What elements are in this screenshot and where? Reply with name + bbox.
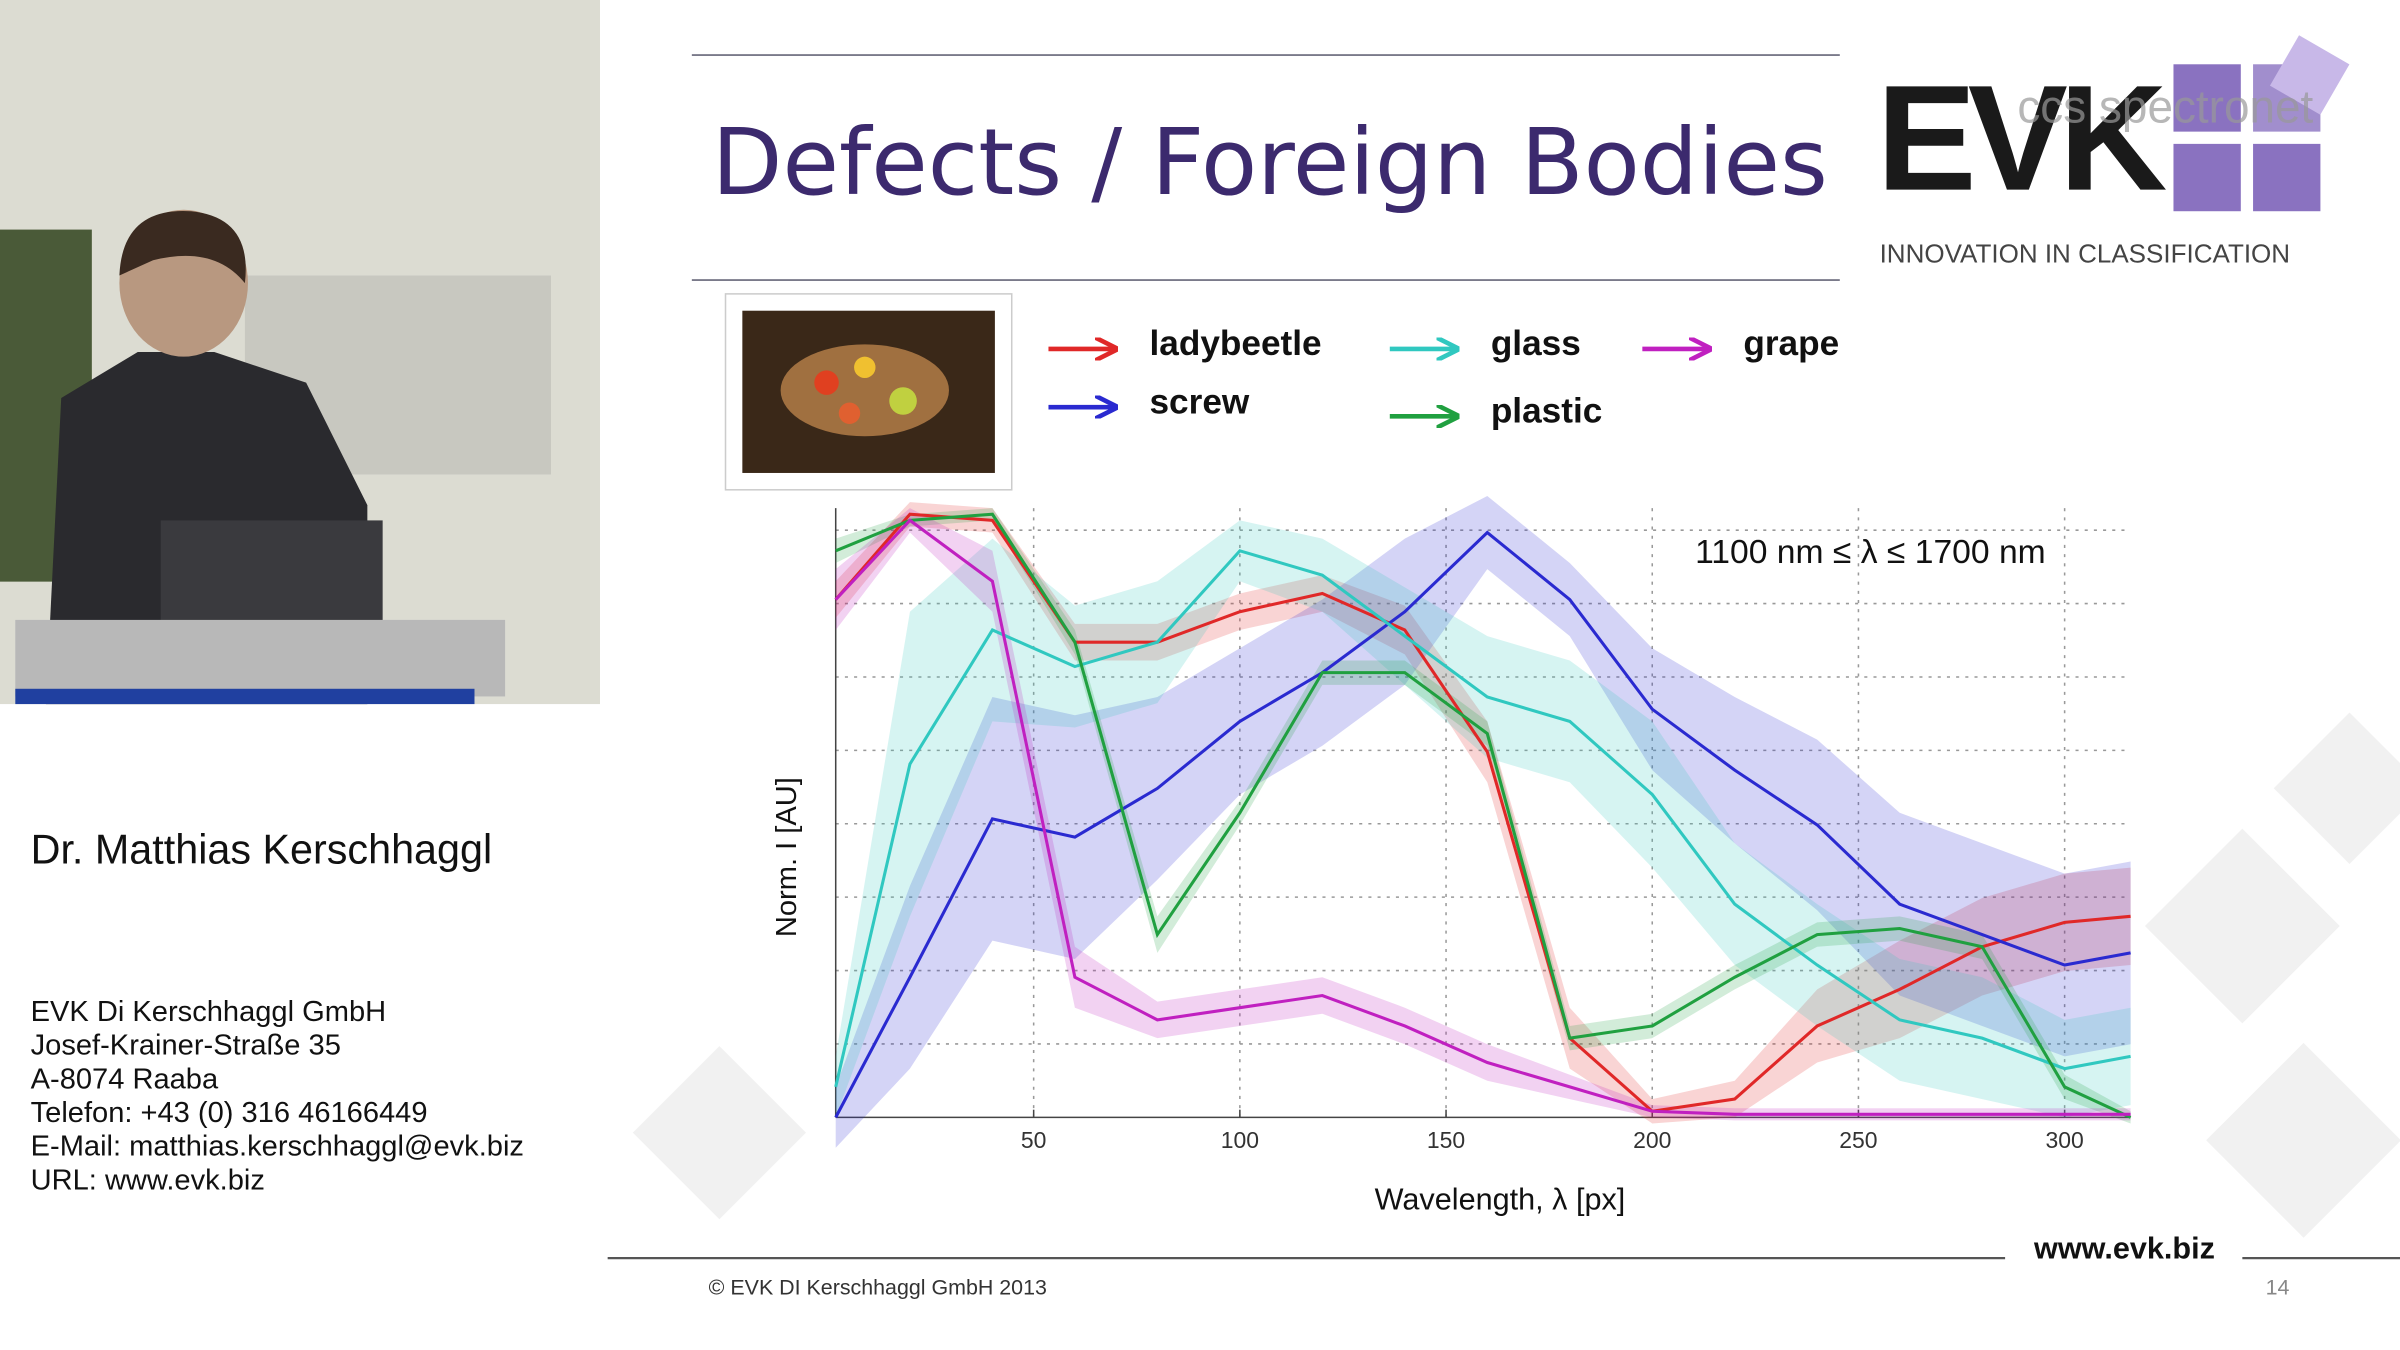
legend-label: grape: [1743, 324, 1839, 363]
y-axis-label: Norm. I [AU]: [771, 777, 803, 937]
legend-label: screw: [1149, 382, 1249, 421]
page-number: 14: [2266, 1275, 2290, 1299]
legend-label: plastic: [1491, 392, 1602, 431]
x-tick-label: 100: [1221, 1127, 1259, 1153]
x-tick-label: 200: [1633, 1127, 1671, 1153]
spread-band: [835, 502, 2131, 1124]
contact-line: EVK Di Kerschhaggl GmbH: [31, 996, 387, 1028]
x-tick-label: 250: [1839, 1127, 1877, 1153]
series-line: [834, 530, 2131, 1119]
legend-label: ladybeetle: [1149, 324, 1321, 363]
slide: Defects / Foreign Bodies EVK ccs spectro…: [607, 0, 2400, 1350]
logo-partner: ccs spectronet: [2017, 80, 2313, 132]
logo-tagline: INNOVATION IN CLASSIFICATION: [1880, 238, 2291, 268]
series-line: [834, 549, 2131, 1088]
contact-line: E-Mail: matthias.kerschhaggl@evk.biz: [31, 1131, 524, 1163]
x-tick-label: 50: [1021, 1127, 1047, 1153]
contact-line: URL: www.evk.biz: [31, 1164, 265, 1196]
x-tick-label: 150: [1427, 1127, 1465, 1153]
x-tick-label: 300: [2045, 1127, 2083, 1153]
contact-line: A-8074 Raaba: [31, 1063, 219, 1095]
contact-info: EVK Di Kerschhaggl GmbHJosef-Krainer-Str…: [31, 996, 524, 1196]
contact-line: Telefon: +43 (0) 316 46166449: [31, 1097, 428, 1129]
series-line: [834, 518, 2131, 1116]
contact-line: Josef-Krainer-Straße 35: [31, 1030, 341, 1062]
chart-annotation: 1100 nm ≤ λ ≤ 1700 nm: [1695, 534, 2046, 571]
spread-band: [835, 495, 2131, 1148]
x-axis-label: Wavelength, λ [px]: [1375, 1183, 1626, 1217]
background-pattern: [632, 712, 2400, 1238]
spread-band: [835, 508, 2131, 1121]
legend-label: glass: [1491, 324, 1581, 363]
speaker-name: Dr. Matthias Kerschhaggl: [31, 826, 493, 872]
video-frame: [0, 0, 600, 705]
footer-copyright: © EVK DI Kerschhaggl GmbH 2013: [709, 1275, 1047, 1299]
series-line: [835, 512, 2132, 1119]
slide-title: Defects / Foreign Bodies: [712, 109, 1828, 216]
logo-brand: EVK: [1877, 54, 2168, 222]
chart: 1100 nm ≤ λ ≤ 1700 nm Wavelength, λ [px]…: [771, 324, 2132, 1217]
footer-url: www.evk.biz: [2033, 1232, 2215, 1266]
spread-band: [835, 520, 2131, 1118]
